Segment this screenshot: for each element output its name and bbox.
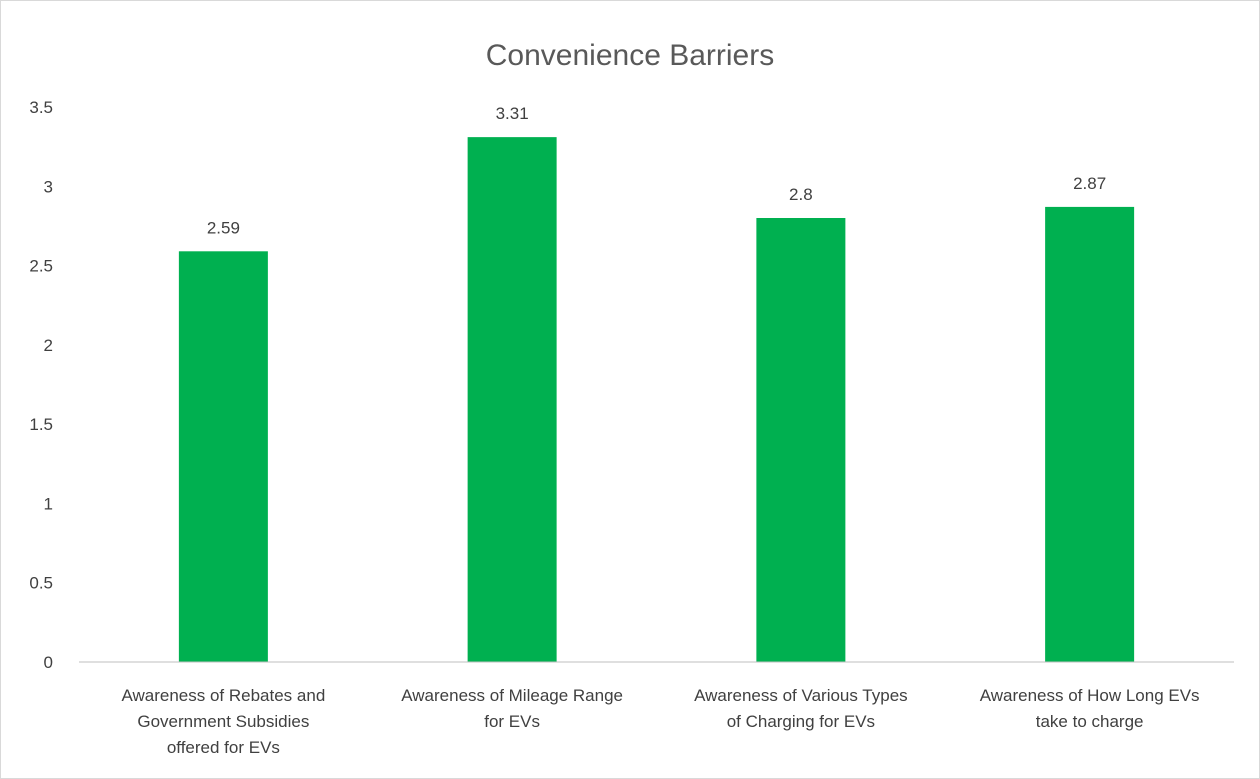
data-label: 3.31: [496, 104, 529, 123]
bar: [467, 137, 557, 663]
x-category-label: Awareness of Various Types: [694, 686, 908, 705]
y-tick-label: 1: [44, 494, 53, 513]
y-tick-label: 0.5: [29, 574, 53, 593]
y-axis-ticks: 0 0.5 1 1.5 2 2.5 3 3.5: [29, 98, 53, 672]
data-label: 2.8: [789, 185, 813, 204]
category-labels-group: Awareness of Rebates and Government Subsi…: [121, 686, 1199, 757]
y-tick-label: 1.5: [29, 415, 53, 434]
x-category-label: Government Subsidies: [137, 712, 309, 731]
x-category-label: of Charging for EVs: [727, 712, 875, 731]
data-labels-group: 2.59 3.31 2.8 2.87: [207, 104, 1106, 237]
x-category-label: Awareness of How Long EVs: [980, 686, 1200, 705]
x-category-label: offered for EVs: [167, 738, 280, 757]
x-category-label: Awareness of Mileage Range: [401, 686, 623, 705]
data-label: 2.59: [207, 218, 240, 237]
chart-title: Convenience Barriers: [486, 39, 774, 72]
y-tick-label: 0: [44, 653, 53, 672]
x-category-label: Awareness of Rebates and: [121, 686, 325, 705]
bar: [756, 218, 846, 662]
y-tick-label: 3.5: [29, 98, 53, 117]
y-tick-label: 2.5: [29, 257, 53, 276]
bars-group: [178, 137, 1135, 663]
bar: [178, 251, 268, 663]
data-label: 2.87: [1073, 174, 1106, 193]
y-tick-label: 3: [44, 177, 53, 196]
x-category-label: take to charge: [1036, 712, 1144, 731]
bar: [1045, 206, 1135, 662]
y-tick-label: 2: [44, 336, 53, 355]
x-category-label: for EVs: [484, 712, 540, 731]
